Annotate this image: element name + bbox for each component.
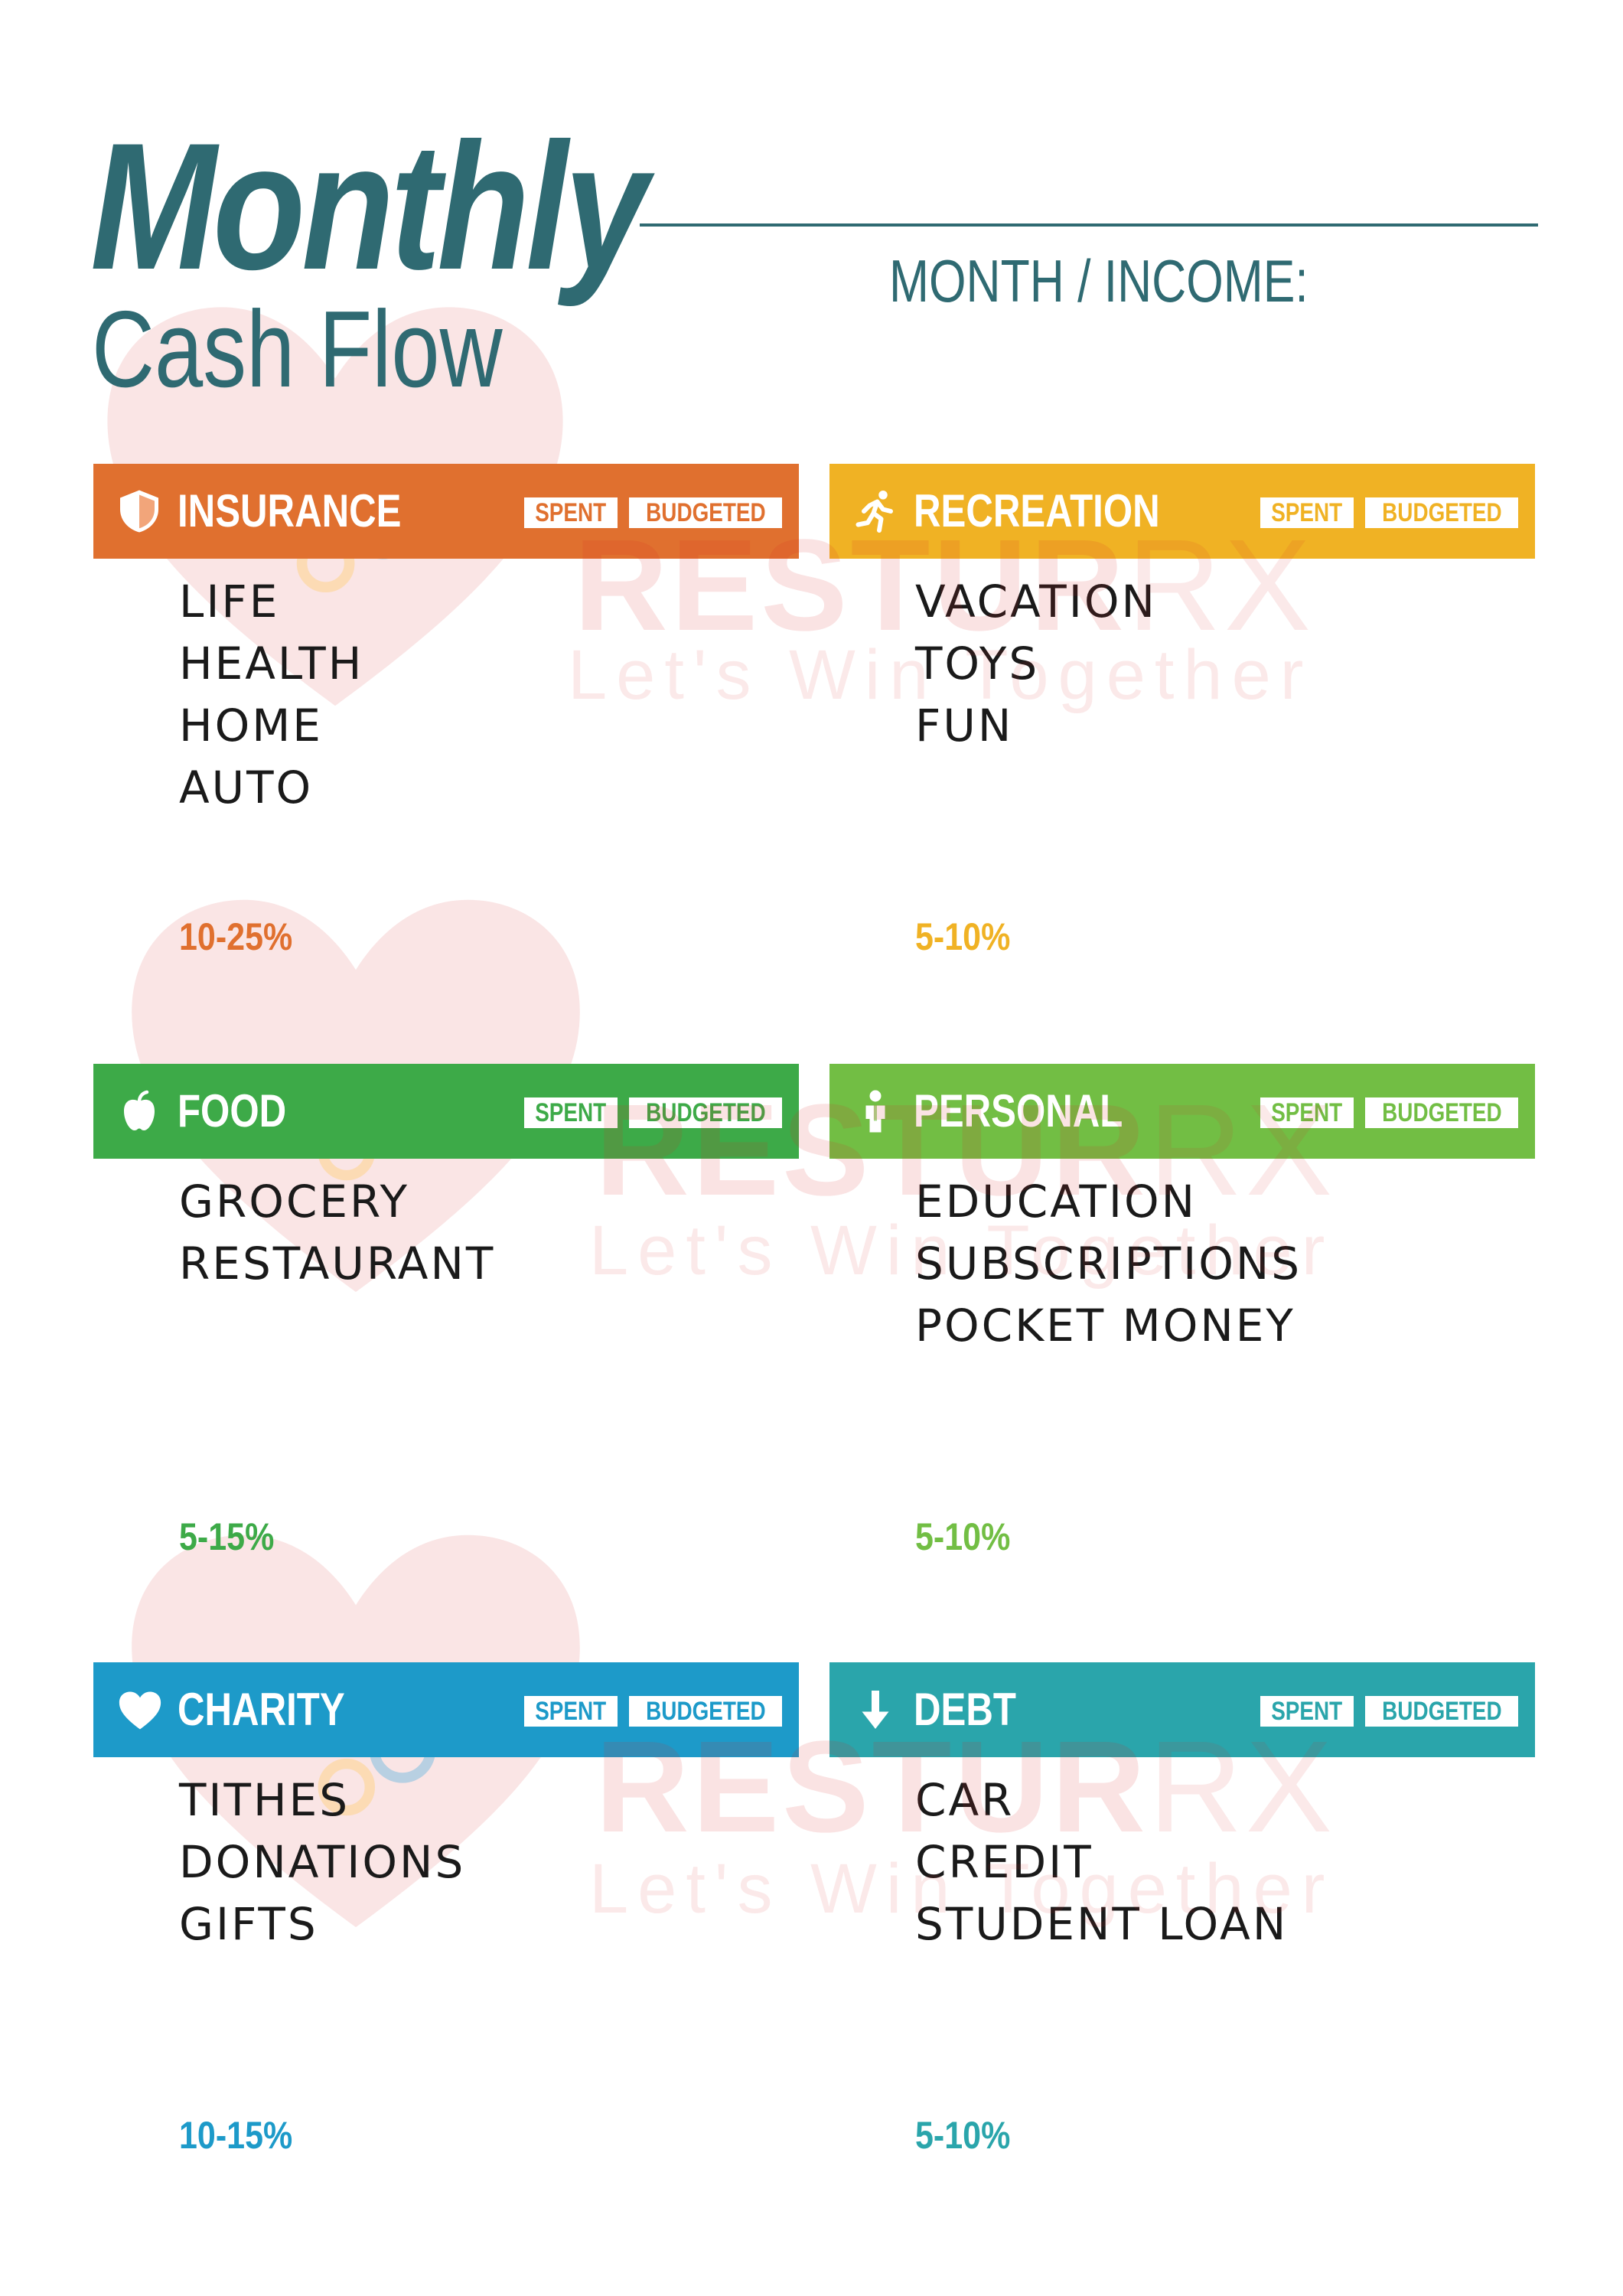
budgeted-label: BUDGETED bbox=[1381, 498, 1502, 527]
budgeted-field[interactable]: BUDGETED bbox=[629, 1696, 782, 1727]
list-item: TITHES bbox=[179, 1774, 350, 1826]
month-income-line bbox=[640, 223, 1538, 227]
list-item: FUN bbox=[915, 700, 1014, 752]
list-item: HOME bbox=[179, 700, 323, 752]
budgeted-field[interactable]: BUDGETED bbox=[1365, 497, 1518, 528]
food-header-bar: FOOD SPENT BUDGETED bbox=[93, 1064, 799, 1159]
list-item: TOYS bbox=[915, 638, 1040, 690]
debt-title: DEBT bbox=[914, 1684, 1016, 1735]
debt-items: CAR CREDIT STUDENT LOAN bbox=[915, 1769, 1288, 1955]
spent-label: SPENT bbox=[1271, 1098, 1343, 1127]
list-item: CREDIT bbox=[915, 1836, 1093, 1888]
heart-icon bbox=[116, 1687, 162, 1733]
list-item: DONATIONS bbox=[179, 1836, 466, 1888]
personal-header-bar: PERSONAL SPENT BUDGETED bbox=[829, 1064, 1535, 1159]
insurance-items: LIFE HEALTH HOME AUTO bbox=[179, 571, 363, 819]
month-income-label: MONTH / INCOME: bbox=[889, 247, 1309, 315]
spent-field[interactable]: SPENT bbox=[1260, 1097, 1354, 1128]
budgeted-label: BUDGETED bbox=[645, 498, 766, 527]
charity-items: TITHES DONATIONS GIFTS bbox=[179, 1769, 465, 1955]
food-percent: 5-15% bbox=[179, 1515, 275, 1558]
list-item: STUDENT LOAN bbox=[915, 1898, 1289, 1950]
list-item: HEALTH bbox=[179, 638, 364, 690]
list-item: RESTAURANT bbox=[179, 1238, 496, 1290]
personal-items: EDUCATION SUBSCRIPTIONS POCKET MONEY bbox=[915, 1171, 1302, 1357]
apple-icon bbox=[116, 1088, 162, 1134]
personal-section: PERSONAL SPENT BUDGETED EDUCATION SUBSCR… bbox=[829, 1064, 1535, 1662]
recreation-title: RECREATION bbox=[914, 485, 1160, 536]
list-item: GIFTS bbox=[179, 1898, 318, 1950]
insurance-title: INSURANCE bbox=[178, 485, 402, 536]
list-item: CAR bbox=[915, 1774, 1015, 1826]
food-items: GROCERY RESTAURANT bbox=[179, 1171, 495, 1295]
budgeted-label: BUDGETED bbox=[1381, 1098, 1502, 1127]
list-item: SUBSCRIPTIONS bbox=[915, 1238, 1302, 1290]
personal-title: PERSONAL bbox=[914, 1085, 1123, 1137]
spent-field[interactable]: SPENT bbox=[1260, 1696, 1354, 1727]
charity-percent: 10-15% bbox=[179, 2114, 293, 2157]
spent-field[interactable]: SPENT bbox=[524, 1097, 618, 1128]
budgeted-field[interactable]: BUDGETED bbox=[1365, 1696, 1518, 1727]
spent-field[interactable]: SPENT bbox=[524, 497, 618, 528]
shield-icon bbox=[116, 488, 162, 534]
budgeted-label: BUDGETED bbox=[645, 1697, 766, 1726]
spent-field[interactable]: SPENT bbox=[1260, 497, 1354, 528]
running-person-icon bbox=[852, 488, 898, 534]
list-item: LIFE bbox=[179, 576, 280, 628]
debt-header-bar: DEBT SPENT BUDGETED bbox=[829, 1662, 1535, 1757]
recreation-percent: 5-10% bbox=[915, 915, 1011, 958]
budgeted-field[interactable]: BUDGETED bbox=[1365, 1097, 1518, 1128]
food-section: FOOD SPENT BUDGETED GROCERY RESTAURANT 5… bbox=[93, 1064, 799, 1662]
budgeted-field[interactable]: BUDGETED bbox=[629, 497, 782, 528]
debt-section: DEBT SPENT BUDGETED CAR CREDIT STUDENT L… bbox=[829, 1662, 1535, 2261]
recreation-header-bar: RECREATION SPENT BUDGETED bbox=[829, 464, 1535, 559]
recreation-items: VACATION TOYS FUN bbox=[915, 571, 1157, 757]
person-icon bbox=[852, 1088, 898, 1134]
list-item: POCKET MONEY bbox=[915, 1300, 1295, 1352]
page-title: Monthly bbox=[90, 106, 649, 308]
spent-label: SPENT bbox=[535, 1697, 607, 1726]
food-title: FOOD bbox=[178, 1085, 287, 1137]
debt-percent: 5-10% bbox=[915, 2114, 1011, 2157]
list-item: AUTO bbox=[179, 762, 314, 814]
recreation-section: RECREATION SPENT BUDGETED VACATION TOYS … bbox=[829, 464, 1535, 1062]
spent-label: SPENT bbox=[535, 1098, 607, 1127]
budgeted-label: BUDGETED bbox=[645, 1098, 766, 1127]
page-subtitle: Cash Flow bbox=[92, 289, 503, 410]
budgeted-label: BUDGETED bbox=[1381, 1697, 1502, 1726]
charity-title: CHARITY bbox=[178, 1684, 345, 1735]
spent-label: SPENT bbox=[1271, 1697, 1343, 1726]
personal-percent: 5-10% bbox=[915, 1515, 1011, 1558]
list-item: EDUCATION bbox=[915, 1176, 1198, 1228]
list-item: VACATION bbox=[915, 576, 1157, 628]
insurance-percent: 10-25% bbox=[179, 915, 293, 958]
charity-header-bar: CHARITY SPENT BUDGETED bbox=[93, 1662, 799, 1757]
charity-section: CHARITY SPENT BUDGETED TITHES DONATIONS … bbox=[93, 1662, 799, 2261]
insurance-section: INSURANCE SPENT BUDGETED LIFE HEALTH HOM… bbox=[93, 464, 799, 1062]
down-arrow-icon bbox=[852, 1687, 898, 1733]
spent-field[interactable]: SPENT bbox=[524, 1696, 618, 1727]
spent-label: SPENT bbox=[535, 498, 607, 527]
spent-label: SPENT bbox=[1271, 498, 1343, 527]
budgeted-field[interactable]: BUDGETED bbox=[629, 1097, 782, 1128]
insurance-header-bar: INSURANCE SPENT BUDGETED bbox=[93, 464, 799, 559]
list-item: GROCERY bbox=[179, 1176, 410, 1228]
